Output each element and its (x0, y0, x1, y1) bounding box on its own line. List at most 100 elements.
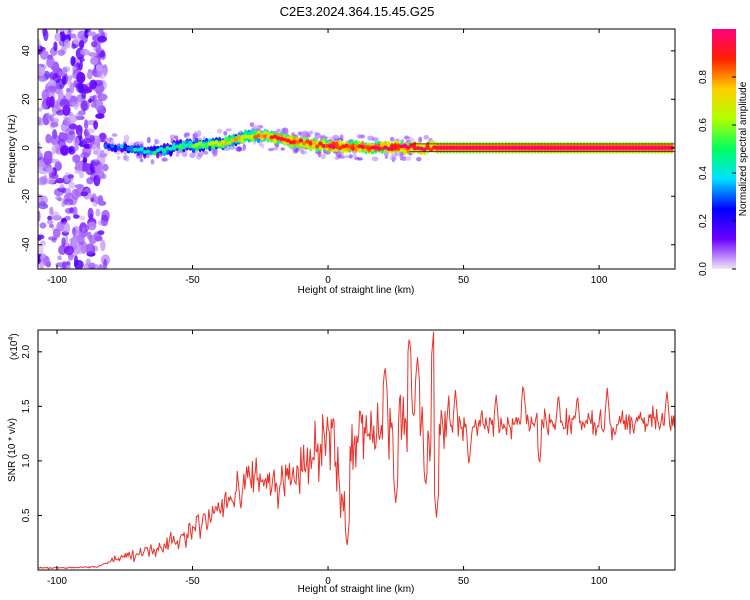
heatmap-noise-cell (38, 148, 41, 154)
heatmap-noise-cell (90, 159, 101, 167)
heatmap-noise-cell (91, 40, 98, 48)
heatmap-ridge-cell (402, 143, 408, 148)
heatmap-noise-cell (60, 145, 69, 156)
heatmap-ridge-cell (480, 145, 486, 150)
heatmap-ridge-cell (464, 145, 469, 150)
heatmap-noise-cell (45, 177, 56, 185)
heatmap-ridge-cell (542, 145, 548, 150)
heatmap-ridge-cell (123, 144, 128, 149)
heatmap-noise-cell (87, 31, 97, 37)
heatmap-noise-cell (72, 63, 78, 76)
x-tick-label: -50 (185, 576, 200, 587)
heatmap-ridge-cell (532, 145, 538, 150)
bottom-x-axis-label: Height of straight line (km) (298, 584, 415, 595)
heatmap-ridge-cell (510, 145, 515, 150)
heatmap-ridge-cell (568, 145, 574, 150)
heatmap-noise-cell (68, 123, 78, 130)
heatmap-haze-cell (334, 156, 340, 160)
heatmap-noise-cell (38, 235, 42, 241)
heatmap-ridge-cell (302, 141, 307, 146)
heatmap-noise-cell (53, 117, 59, 124)
heatmap-ridge-cell (354, 144, 359, 149)
heatmap-noise-cell (53, 41, 58, 52)
heatmap-noise-cell (71, 188, 80, 201)
heatmap-noise-cell (66, 260, 71, 266)
heatmap-noise-cell (45, 133, 52, 144)
heatmap-ridge-cell (318, 141, 323, 146)
heatmap-noise-cell (79, 215, 86, 221)
heatmap-noise-cell (102, 163, 109, 172)
heatmap-noise-cell (78, 40, 85, 49)
heatmap-noise-cell (40, 50, 49, 60)
heatmap-noise-cell (94, 99, 104, 111)
heatmap-noise-cell (90, 266, 96, 269)
heatmap-ridge-cell (562, 145, 567, 150)
heatmap-ridge-cell (259, 133, 265, 138)
heatmap-ridge-cell (620, 145, 626, 150)
heatmap-noise-cell (64, 245, 74, 256)
colorbar: 0.0 0.2 0.4 0.6 0.8 Normalized spectral ampl… (698, 29, 749, 276)
heatmap-noise-cell (54, 32, 62, 42)
y-tick-label: 1.5 (21, 399, 32, 413)
heatmap-ridge-cell (578, 145, 583, 150)
heatmap-noise-cell (84, 132, 91, 141)
heatmap-noise-cell (57, 197, 63, 202)
heatmap-noise-cell (88, 52, 97, 57)
heatmap-ridge-cell (484, 145, 489, 150)
heatmap-noise-cell (63, 198, 74, 206)
heatmap-noise-cell (63, 39, 71, 49)
heatmap-ridge-cell (119, 144, 125, 149)
heatmap-ridge-cell (334, 143, 339, 148)
heatmap-ridge-cell (158, 146, 164, 151)
heatmap-noise-cell (46, 56, 55, 68)
heatmap-noise-cell (85, 258, 91, 266)
heatmap-haze-cell (320, 153, 327, 160)
heatmap-ridge-cell (266, 134, 271, 139)
heatmap-noise-cell (68, 114, 78, 124)
heatmap-haze-cell (150, 159, 155, 165)
heatmap-haze-cell (314, 133, 322, 139)
heatmap-noise-cell (50, 158, 60, 164)
colorbar-tick-label: 0.8 (698, 70, 709, 84)
snr-series-line (38, 331, 675, 570)
heatmap-ridge-cell (243, 134, 248, 139)
heatmap-haze-cell (183, 132, 190, 138)
heatmap-ridge-cell (646, 145, 652, 150)
multiplier-base: (x10 (9, 340, 20, 360)
heatmap-noise-cell (61, 237, 66, 248)
heatmap-noise-cell (86, 231, 92, 240)
heatmap-ridge-cell (471, 145, 476, 150)
heatmap-ridge-cell (552, 145, 557, 150)
heatmap-ridge-cell (152, 150, 157, 155)
heatmap-haze-cell (189, 152, 196, 159)
heatmap-noise-cell (43, 256, 50, 267)
heatmap-noise-cell (75, 160, 83, 172)
heatmap-haze-cell (169, 134, 176, 140)
heatmap-noise-cell (74, 143, 79, 151)
heatmap-haze-cell (332, 134, 340, 141)
heatmap-haze-cell (202, 150, 209, 155)
heatmap-ridge-cell (545, 145, 551, 150)
heatmap-ridge-cell (188, 144, 193, 149)
heatmap-ridge-cell (227, 140, 232, 145)
heatmap-haze-cell (353, 152, 357, 158)
heatmap-noise-cell (59, 98, 70, 109)
heatmap-ridge-cell (506, 145, 512, 150)
x-tick-label: -50 (185, 275, 200, 286)
heatmap-haze-cell (348, 154, 353, 159)
heatmap-noise-cell (57, 255, 62, 261)
heatmap-ridge-cell (272, 134, 278, 139)
heatmap-ridge-cell (438, 145, 443, 150)
top-y-ticks: -40 -20 0 20 40 (21, 45, 675, 252)
heatmap-ridge-cell (139, 147, 144, 152)
heatmap-noise-cell (90, 56, 99, 65)
heatmap-ridge-cell (519, 145, 525, 150)
heatmap-noise-cell (95, 43, 102, 55)
heatmap-ridge-cell (523, 145, 528, 150)
heatmap-ridge-cell (611, 145, 616, 150)
heatmap-ridge-cell (536, 145, 541, 150)
y-tick-label: 40 (21, 45, 32, 57)
heatmap-ridge-cell (448, 145, 453, 150)
x-tick-label: -100 (47, 576, 67, 587)
heatmap-noise-cell (87, 221, 97, 231)
